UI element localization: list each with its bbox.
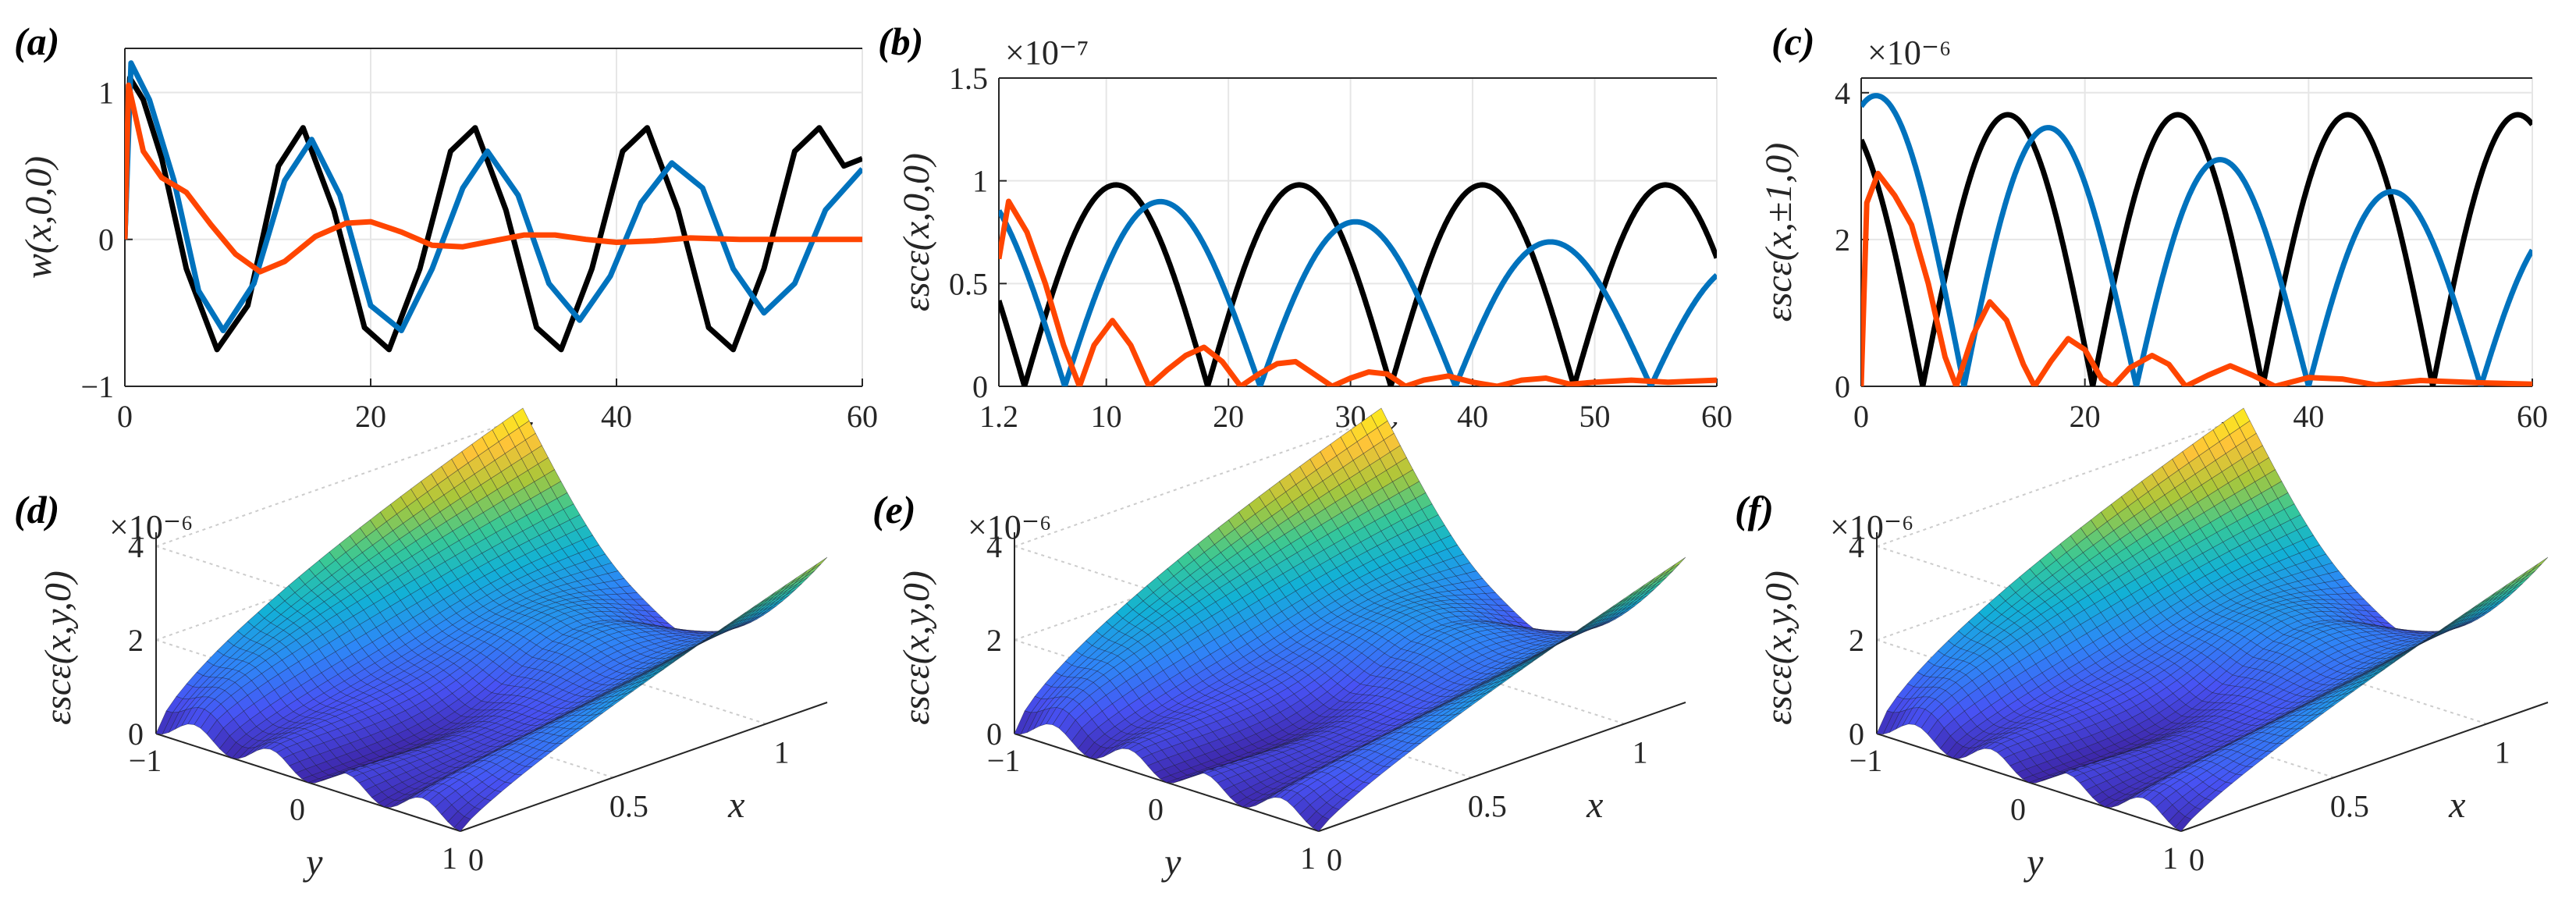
x-tick-label: 40: [1457, 399, 1488, 434]
surface-patch: [155, 710, 173, 735]
series-orange-line: [999, 198, 1717, 386]
z-tick-label: 2: [986, 623, 1002, 658]
x-tick-label: 40: [2293, 399, 2324, 434]
y-tick-label: 0.5: [949, 266, 988, 301]
y-tick-label: −1: [987, 743, 1021, 778]
panel-label: (b): [878, 20, 923, 63]
panel-label: (a): [14, 20, 59, 63]
x-tick-label: 10: [1091, 399, 1122, 434]
y-tick-label: 0: [290, 792, 305, 827]
x-tick-label: 20: [2070, 399, 2101, 434]
x-tick-label: 1.2: [979, 399, 1018, 434]
panel-label: (d): [14, 488, 59, 531]
series-orange-line: [1861, 170, 2532, 386]
y-tick-label: 1: [1300, 841, 1316, 876]
z-tick-label: 0: [128, 716, 144, 752]
x-tick-label: 1: [774, 735, 790, 770]
y-axis-label: y: [302, 842, 323, 883]
x-tick-label: 0: [1853, 399, 1869, 434]
x-axis-line: [460, 702, 828, 832]
y-tick-label: 1: [442, 841, 457, 876]
exponent-label: ×10⁻⁶: [968, 508, 1051, 546]
y-tick-label: −1: [129, 743, 162, 778]
z-axis-label: εscε(x,y,0): [37, 571, 79, 725]
x-tick-label: 0.5: [609, 788, 648, 823]
series-orange-line: [125, 82, 862, 275]
z-tick-label: 4: [128, 529, 144, 564]
surface-patch: [2531, 556, 2549, 571]
panel-label: (c): [1771, 20, 1815, 63]
x-tick-label: 0: [117, 399, 133, 434]
y-tick-label: 4: [1835, 76, 1850, 111]
x-tick-label: 1: [1633, 735, 1648, 770]
series-black-line: [125, 75, 862, 353]
x-tick-label: 20: [1213, 399, 1244, 434]
y-tick-label: −1: [80, 369, 114, 404]
panel-label: (e): [872, 488, 916, 531]
x-tick-label: 0.5: [1468, 788, 1507, 823]
y-tick-label: 0: [1148, 792, 1164, 827]
x-tick-label: 0: [468, 842, 484, 877]
surface: [1014, 407, 1686, 832]
x-axis-label: x: [727, 784, 744, 826]
y-tick-label: 0: [972, 369, 988, 404]
x-tick-label: 50: [1579, 399, 1611, 434]
z-axis-label: εscε(x,y,0): [896, 571, 937, 725]
x-tick-label: 60: [847, 399, 878, 434]
exponent-label: ×10⁻⁶: [1867, 34, 1951, 72]
surface-patch: [1668, 556, 1686, 571]
surface: [155, 407, 828, 832]
back-grid: [155, 417, 524, 547]
x-tick-label: 60: [1701, 399, 1732, 434]
x-axis-line: [1318, 702, 1686, 832]
surface: [1876, 407, 2549, 832]
y-tick-label: 1: [98, 75, 114, 110]
series-blue-line: [125, 60, 862, 333]
x-axis-label: x: [1586, 784, 1603, 826]
z-tick-label: 2: [128, 623, 144, 658]
x-tick-label: 0: [1327, 842, 1342, 877]
x-tick-label: 20: [355, 399, 386, 434]
y-tick-label: 0: [1835, 369, 1850, 404]
series-blue-line: [999, 198, 1717, 386]
y-axis-label: w(x,0,0): [18, 156, 59, 279]
x-tick-label: 40: [601, 399, 632, 434]
y-axis-label: y: [1160, 842, 1181, 883]
y-tick-label: 1.5: [949, 61, 988, 96]
series-blue-line: [1861, 93, 2532, 386]
y-axis-label: εscε(x,0,0): [896, 153, 937, 311]
surface-patch: [810, 556, 828, 571]
exponent-label: ×10⁻⁷: [1005, 34, 1089, 72]
y-axis-label: εscε(x,±1,0): [1758, 143, 1800, 322]
series-black-line: [1861, 112, 2532, 386]
x-tick-label: 60: [2517, 399, 2548, 434]
back-grid: [1014, 417, 1382, 547]
y-tick-label: 1: [972, 164, 988, 199]
panel-b: 1.210203040506000.511.5(b)xεscε(x,0,0)×1…: [878, 20, 1732, 448]
exponent-label: ×10⁻⁶: [109, 508, 193, 546]
y-tick-label: 0: [98, 222, 114, 258]
y-tick-label: 2: [1835, 222, 1850, 258]
series-black-line: [999, 182, 1717, 386]
